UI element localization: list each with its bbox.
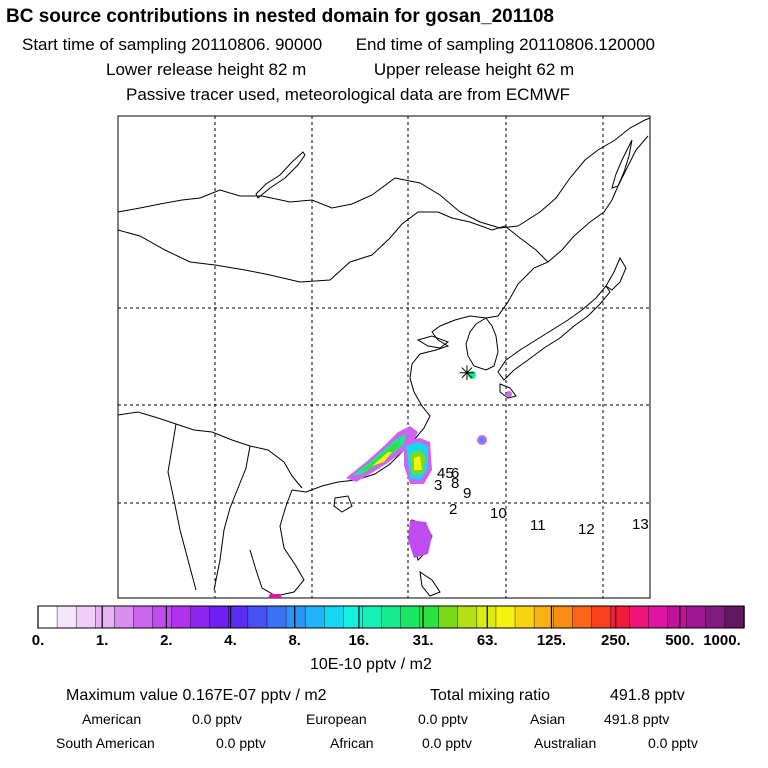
lower-release-height: Lower release height 82 m <box>106 60 307 79</box>
colorbar-cell <box>285 605 306 629</box>
region-name: Australian <box>534 735 597 751</box>
colorbar-cell <box>552 605 573 629</box>
region-name: Asian <box>530 711 566 727</box>
colorbar-cell <box>457 605 478 629</box>
colorbar-tick-label: 125. <box>537 632 566 649</box>
colorbar-cell <box>705 605 726 629</box>
colorbar-cell <box>591 605 612 629</box>
traj-label: 2 <box>449 501 457 518</box>
colorbar-ticks: 0. 1. 2. 4. 8. 16. 31. 63. 125. 250. 500. 1000. <box>32 606 745 649</box>
colorbar-cell <box>400 605 421 629</box>
max-value: Maximum value 0.167E-07 pptv / m2 <box>66 687 327 704</box>
region-value: 0.0 pptv <box>422 735 472 751</box>
colorbar-units: 10E-10 pptv / m2 <box>310 656 432 673</box>
end-time: End time of sampling 20110806.120000 <box>355 35 655 54</box>
region-name: European <box>306 711 367 727</box>
colorbar-tick-label: 16. <box>348 632 369 649</box>
colorbar-cell <box>610 605 631 629</box>
colorbar-tick-label: 63. <box>477 632 498 649</box>
colorbar-cell <box>228 605 249 629</box>
sampling-times: Start time of sampling 20110806. 90000 E… <box>22 35 655 55</box>
colorbar-tick-label: 1000. <box>703 632 741 649</box>
colorbar-cell <box>152 605 173 629</box>
graticule <box>118 116 650 598</box>
region-value: 0.0 pptv <box>192 711 242 727</box>
region-value: 0.0 pptv <box>648 735 698 751</box>
colorbar-cell <box>629 605 650 629</box>
colorbar-cell <box>75 605 96 629</box>
traj-label: 12 <box>578 521 595 538</box>
traj-label: 3 <box>434 477 442 494</box>
colorbar-cell <box>667 605 688 629</box>
traj-label: 11 <box>530 517 546 534</box>
colorbar-cell <box>95 605 116 629</box>
region-name: African <box>330 735 374 751</box>
chart-title: BC source contributions in nested domain… <box>6 6 554 27</box>
colorbar-cell <box>572 605 593 629</box>
traj-label: 10 <box>490 505 507 522</box>
colorbar-cell <box>343 605 364 629</box>
region-name: American <box>82 711 142 727</box>
colorbar-cell <box>171 605 192 629</box>
colorbar-cell <box>56 605 77 629</box>
total-mixing-value: 491.8 pptv <box>610 687 685 704</box>
colorbar-cell <box>324 605 344 629</box>
colorbar-cell <box>533 605 554 629</box>
traj-label: 9 <box>463 485 471 502</box>
receptor-marker: ✳ <box>459 361 476 385</box>
traj-label: 6 <box>451 465 459 482</box>
colorbar-cell <box>724 605 745 629</box>
traj-label: 45 <box>437 465 454 482</box>
colorbar-tick-label: 2. <box>160 632 173 649</box>
concentration-plume <box>268 371 512 598</box>
colorbar-cell <box>209 605 230 629</box>
colorbar-tick-label: 8. <box>288 632 301 649</box>
start-time: Start time of sampling 20110806. 90000 <box>22 35 323 54</box>
colorbar-cell <box>648 605 669 629</box>
colorbar-cell <box>495 605 516 629</box>
colorbar-cell <box>114 605 135 629</box>
colorbar-cell <box>247 605 268 629</box>
colorbar-tick-label: 0. <box>32 632 45 649</box>
colorbar-cell <box>514 605 535 629</box>
colorbar-cell <box>476 605 497 629</box>
trajectory-labels: 45 6 3 8 9 2 10 11 12 13 <box>434 465 649 538</box>
colorbar-tick-label: 500. <box>665 632 694 649</box>
colorbar-cell <box>381 605 402 629</box>
colorbar-cell <box>686 605 707 629</box>
colorbar-cells <box>37 605 745 629</box>
map-frame <box>117 115 651 599</box>
colorbar-cell <box>438 605 459 629</box>
traj-label: 13 <box>632 516 649 533</box>
colorbar-cell <box>37 605 58 629</box>
colorbar-tick-label: 250. <box>601 632 630 649</box>
colorbar-cell <box>304 605 325 629</box>
region-value: 491.8 pptv <box>604 711 670 727</box>
traj-label: 8 <box>451 475 459 492</box>
colorbar-cell <box>266 605 287 629</box>
total-mixing-label: Total mixing ratio <box>430 687 551 704</box>
colorbar-tick-label: 4. <box>224 632 237 649</box>
colorbar-tick-label: 31. <box>413 632 434 649</box>
colorbar-cell <box>190 605 211 629</box>
upper-release-height: Upper release height 62 m <box>373 60 575 79</box>
colorbar-cell <box>133 605 154 629</box>
colorbar-cell <box>362 605 383 629</box>
release-heights: Lower release height 82 m Upper release … <box>106 60 574 80</box>
region-value: 0.0 pptv <box>418 711 468 727</box>
colorbar-tick-label: 1. <box>96 632 109 649</box>
region-value: 0.0 pptv <box>216 735 266 751</box>
model-note: Passive tracer used, meteorological data… <box>126 85 571 104</box>
region-name: South American <box>56 735 155 751</box>
